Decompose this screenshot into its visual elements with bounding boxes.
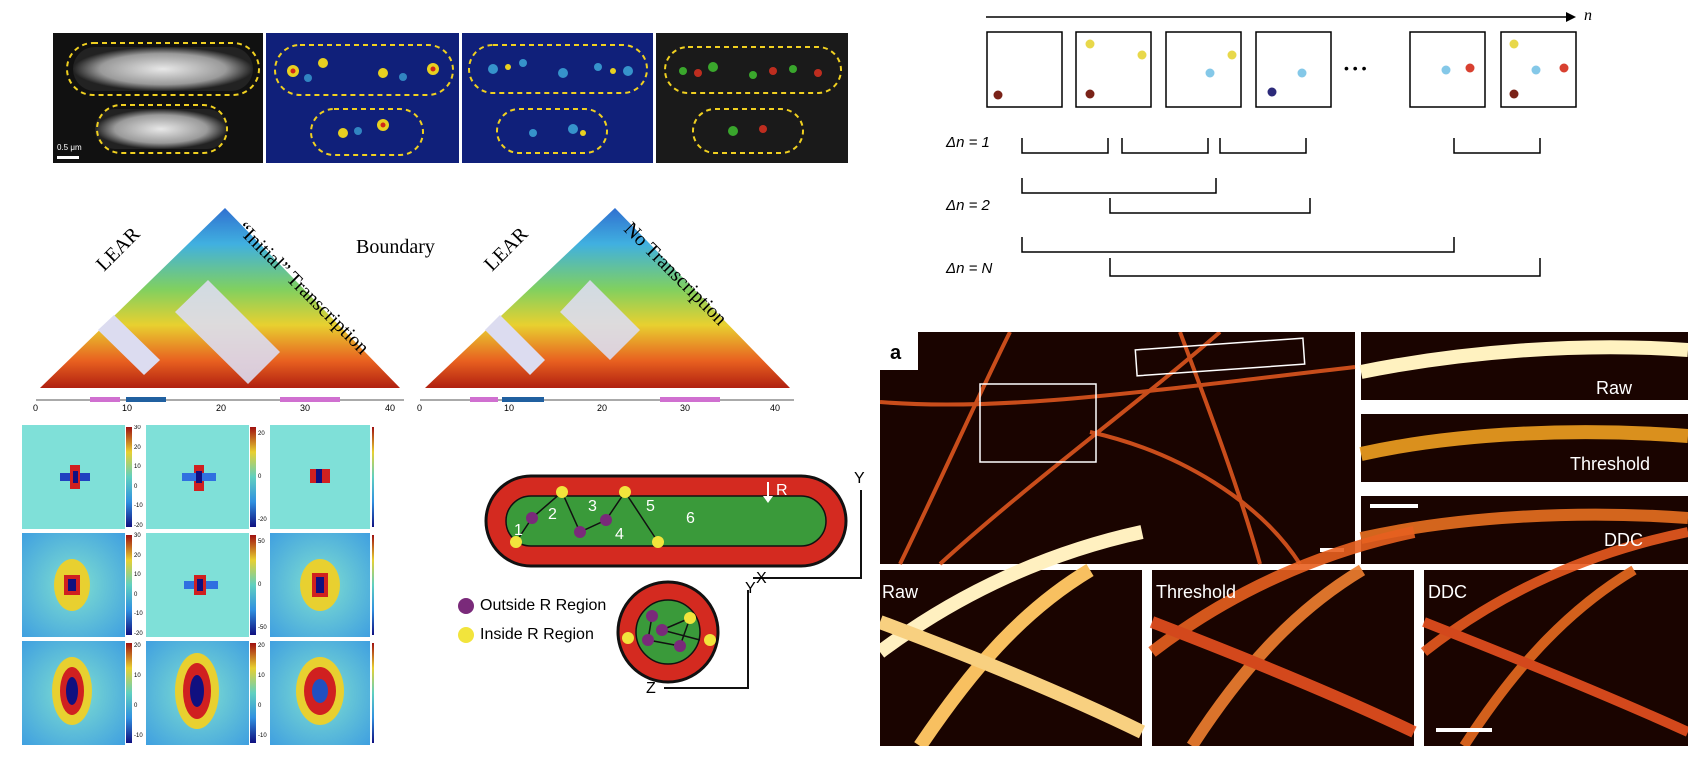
cbar-2-tick-2: -20	[258, 517, 267, 523]
side-label-ddc: DDC	[1604, 530, 1643, 550]
colorbar-5-labels: 20 10 0 -10	[134, 643, 148, 739]
cbar-5-tick-0: 20	[134, 643, 141, 649]
cbar-3-tick-4: -10	[134, 611, 143, 618]
hic-tick-10b: 10	[504, 403, 515, 413]
microscopy-strip-svg	[53, 33, 848, 163]
cbar-4-tick-0: 50	[258, 539, 265, 545]
cbar-1-tick-0: 30	[134, 425, 141, 431]
step-6: 6	[686, 510, 695, 527]
otf-grid: 30 20 10 0 -10 -20 20 0 -20 30 20 10 0 -…	[22, 425, 387, 747]
hic-tick-40: 40	[385, 403, 396, 413]
colorbar-4-labels: 50 0 -50	[258, 539, 272, 631]
cell-diagram: R Y X Y Z 1 2 3 4 5 6 Outside R Region I…	[450, 470, 890, 705]
scale-bar-label: 0.5 μm	[57, 143, 82, 152]
cbar-1-tick-5: -20	[134, 522, 143, 529]
cbar-3-tick-1: 20	[134, 552, 141, 559]
side-label-threshold: Threshold	[1570, 454, 1651, 474]
cbar-5-tick-1: 10	[134, 673, 141, 679]
cell-svg	[458, 474, 862, 689]
cbar-5-tick-2: 0	[134, 703, 138, 709]
cbar-2-tick-1: 0	[258, 474, 262, 480]
hic-boundary-label: Boundary	[356, 236, 435, 258]
panel-letter-a: a	[890, 342, 902, 364]
otf-grid-svg	[22, 425, 374, 745]
cbar-1-tick-3: 0	[134, 483, 138, 490]
cbar-3-tick-3: 0	[134, 591, 138, 598]
cbar-2-tick-0: 20	[258, 431, 265, 437]
colorbar-6-labels: 20 10 0 -10	[258, 643, 272, 739]
cbar-3-tick-5: -20	[134, 630, 143, 637]
hic-panel: LEAR “Initial” Transcription Boundary LE…	[30, 200, 810, 415]
cbar-6-tick-3: -10	[258, 733, 267, 739]
step-2: 2	[548, 506, 557, 523]
hic-tick-30: 30	[300, 403, 311, 413]
hic-tick-0b: 0	[417, 403, 423, 413]
delta-n-1-label: Δn = 1	[946, 134, 990, 151]
hic-tick-30b: 30	[680, 403, 691, 413]
axis-z-label: Z	[646, 680, 656, 697]
step-3: 3	[588, 498, 597, 515]
cbar-6-tick-2: 0	[258, 703, 262, 709]
step-4: 4	[615, 526, 624, 543]
filament-svg	[880, 332, 1688, 746]
step-5: 5	[646, 498, 655, 515]
microscopy-strip: 0.5 μm	[53, 33, 848, 163]
delta-n-N-label: Δn = N	[946, 260, 993, 277]
sequence-axis-n: n	[1584, 7, 1592, 24]
cbar-1-tick-4: -10	[134, 503, 143, 510]
cbar-5-tick-3: -10	[134, 733, 143, 739]
axis-x-label: X	[756, 570, 767, 587]
sequence-ellipsis: • • •	[1344, 60, 1367, 76]
colorbar-1-labels: 30 20 10 0 -10 -20	[134, 425, 148, 529]
sequence-svg	[986, 12, 1577, 277]
cbar-1-tick-2: 10	[134, 464, 141, 471]
hic-tick-20b: 20	[597, 403, 608, 413]
colorbar-3-labels: 30 20 10 0 -10 -20	[134, 533, 148, 637]
bottom-label-ddc: DDC	[1428, 582, 1467, 602]
delta-n-2-label: Δn = 2	[946, 197, 990, 214]
cbar-6-tick-1: 10	[258, 673, 265, 679]
side-label-raw: Raw	[1596, 378, 1633, 398]
cbar-3-tick-2: 10	[134, 572, 141, 579]
cbar-4-tick-1: 0	[258, 582, 262, 588]
cbar-6-tick-0: 20	[258, 643, 265, 649]
axis-y2-label: Y	[745, 580, 756, 597]
bottom-label-raw: Raw	[882, 582, 919, 602]
cbar-1-tick-1: 20	[134, 444, 141, 451]
hic-tick-0: 0	[33, 403, 39, 413]
legend-outside-label: Outside R Region	[480, 597, 607, 614]
cbar-4-tick-2: -50	[258, 625, 267, 631]
bottom-label-threshold: Threshold	[1156, 582, 1237, 602]
legend-inside-label: Inside R Region	[480, 626, 594, 643]
hic-svg	[36, 208, 794, 402]
step-1: 1	[514, 522, 523, 539]
hic-tick-40b: 40	[770, 403, 781, 413]
hic-tick-10: 10	[122, 403, 133, 413]
region-r-label: R	[776, 482, 788, 499]
colorbar-2-labels: 20 0 -20	[258, 431, 272, 523]
filament-panel: a Raw Threshold DDC Raw Threshold DDC	[880, 332, 1688, 746]
sequence-diagram: n • • • Δn = 1 Δn = 2 Δn = N	[930, 0, 1704, 290]
axis-y-label: Y	[854, 470, 865, 487]
cbar-3-tick-0: 30	[134, 533, 141, 539]
hic-tick-20: 20	[216, 403, 227, 413]
